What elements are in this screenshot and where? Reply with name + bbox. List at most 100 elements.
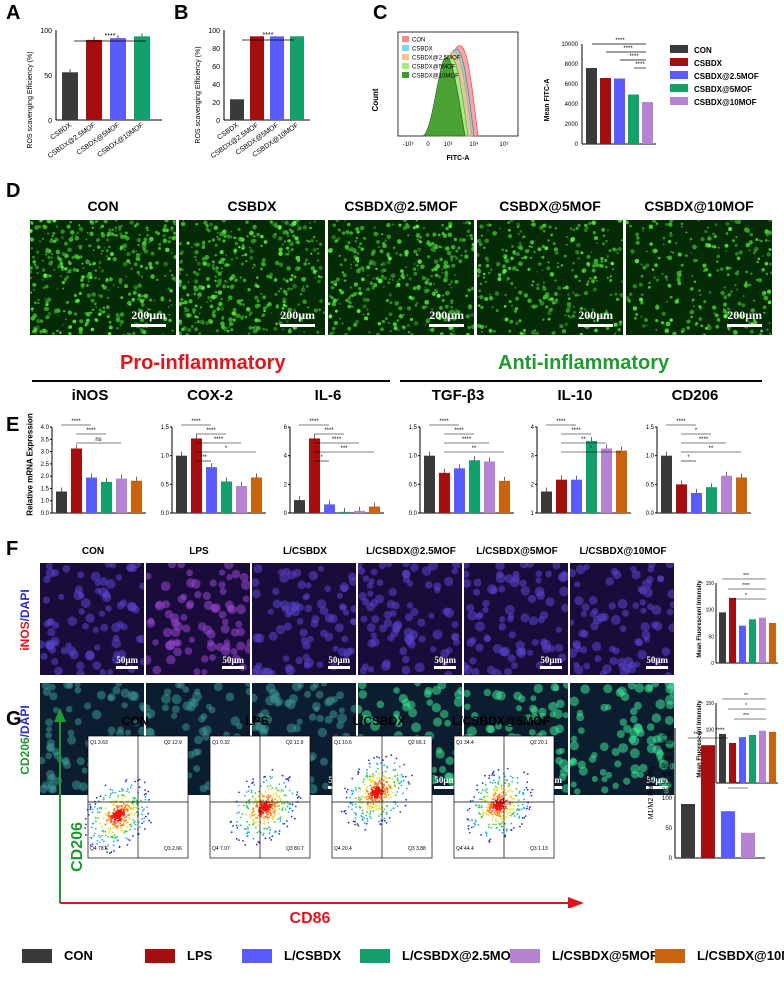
panel-d-title: CON (87, 198, 119, 214)
svg-text:6000: 6000 (565, 82, 579, 88)
panel-f-micrograph: 50μm (146, 563, 250, 675)
panel-g-quadrant: Q2 20.1 (530, 740, 548, 746)
svg-text:2: 2 (531, 482, 535, 488)
panel-f-bar (719, 733, 726, 783)
panel-a-sig: **** (105, 33, 116, 40)
scale-bar: 50μm (646, 655, 668, 669)
panel-e-sig: **** (324, 428, 334, 434)
svg-text:****: **** (629, 54, 639, 60)
svg-text:Mean FITC-A: Mean FITC-A (544, 79, 551, 122)
panel-d-micrograph: 200μm (328, 220, 474, 335)
svg-text:3.0: 3.0 (41, 450, 50, 456)
svg-text:0.5: 0.5 (646, 482, 655, 488)
panel-f-micrograph: 50μm (358, 563, 462, 675)
svg-text:0: 0 (711, 661, 714, 667)
panel-e-bar (206, 467, 217, 513)
panel-e-sig: **** (676, 419, 686, 425)
panel-d-title: CSBDX@5MOF (499, 198, 601, 214)
panel-a-ylabel: ROS scavenging Efficiency (%) (27, 51, 34, 148)
svg-text:CSBDX@2.5MOF: CSBDX@2.5MOF (412, 56, 461, 62)
panel-label-c: C (373, 2, 388, 24)
panel-e-chart: 0.00.51.01.5**************** (161, 419, 266, 517)
panel-c-bar-rect (628, 94, 639, 144)
panel-e-sig: *** (200, 455, 208, 461)
anti-inflammatory-title: Anti-inflammatory (498, 352, 670, 374)
panel-e-sig: ** (581, 437, 586, 443)
panel-e-sig: * (225, 446, 228, 452)
panel-label-g: G (6, 708, 22, 730)
panel-f-bar-chart: Mean Fluorescent Intensity050100150*****… (697, 693, 778, 787)
scale-bar: 50μm (328, 655, 350, 669)
panel-e-title: iNOS (71, 387, 109, 404)
panel-d-micrograph: 200μm (179, 220, 325, 335)
panel-e-bar (439, 472, 450, 513)
scale-bar: 50μm (434, 775, 456, 789)
panel-g-ratio-bar (721, 811, 735, 858)
panel-label-b: B (174, 2, 189, 24)
scale-bar: 200μm (727, 308, 762, 327)
panel-a-bar (110, 38, 126, 120)
panel-e-sig: **** (71, 419, 81, 425)
svg-text:Mean Fluorescent Intensity: Mean Fluorescent Intensity (697, 700, 703, 778)
panel-e-title: COX-2 (187, 387, 233, 404)
panel-d-micrograph: 200μm (626, 220, 772, 335)
scale-bar: 200μm (280, 308, 315, 327)
panel-f-title: L/CSBDX@10MOF (579, 546, 667, 557)
panel-e-bar (101, 481, 112, 513)
svg-text:0.0: 0.0 (646, 511, 655, 517)
panel-c-histogram: Count CON CSBDX CSBDX@2.5MOF CSBDX@5MOF … (371, 31, 519, 162)
panel-g-sig: ** (736, 782, 741, 788)
panel-e-sig: **** (556, 419, 566, 425)
svg-text:CSBDX@5MOF: CSBDX@5MOF (412, 65, 456, 71)
panel-e-sig: *** (340, 446, 348, 452)
legend-item: LPS (145, 948, 212, 963)
panel-e-bar (191, 438, 202, 513)
panel-e-bar (586, 440, 597, 513)
panel-e-sig: ns (95, 437, 101, 443)
panel-c-bar-rect (614, 78, 625, 144)
panel-f-bar (729, 597, 736, 663)
panel-b-bar (230, 99, 244, 120)
panel-b-bar (250, 36, 264, 120)
svg-text:20: 20 (212, 100, 220, 107)
panel-e-bar (706, 487, 717, 513)
panel-f-bar (739, 737, 746, 783)
panel-e-bar (339, 511, 350, 513)
panel-e-sig: **** (214, 437, 224, 443)
panel-g-sig: **** (715, 728, 725, 734)
panel-f-title: LPS (189, 546, 209, 557)
legend-swatch (145, 948, 175, 963)
legend-swatch (22, 948, 52, 963)
svg-text:50: 50 (708, 634, 714, 640)
svg-text:4.0: 4.0 (41, 425, 50, 431)
svg-text:0: 0 (284, 511, 288, 517)
svg-text:8000: 8000 (565, 62, 579, 68)
panel-f-micrograph: 50μm (570, 683, 674, 795)
panel-f-stain-label: iNOS/DAPI (18, 589, 32, 651)
panel-g-quadrant: Q3 3.88 (408, 846, 426, 852)
panel-f-sig: **** (742, 583, 750, 589)
panel-f-sig: * (745, 593, 747, 599)
svg-text:0: 0 (216, 118, 220, 125)
panel-g-ratio-chart: M1/M2 Ratio (%)0501002003004005006007008… (648, 728, 765, 862)
svg-text:0: 0 (426, 142, 430, 148)
legend-item: L/CSBDX@2.5MOF (360, 948, 519, 963)
scale-bar: 200μm (131, 308, 166, 327)
panel-g-quadrant: Q1 34.4 (456, 740, 474, 746)
panel-g-ratio-bar (701, 745, 715, 858)
svg-text:Mean Fluorescent Intensity: Mean Fluorescent Intensity (697, 580, 703, 658)
svg-text:10⁴: 10⁴ (469, 141, 479, 148)
svg-text:2: 2 (284, 482, 288, 488)
panel-f-title: CON (81, 546, 105, 557)
svg-text:0.5: 0.5 (409, 482, 418, 488)
panel-f-micrograph: 50μm (40, 563, 144, 675)
svg-text:100: 100 (208, 28, 220, 35)
panel-a-chart: ROS scavenging Efficiency (%) 0 50 100 *… (27, 28, 162, 160)
svg-text:150: 150 (706, 701, 715, 707)
panel-e-bar (71, 448, 82, 513)
panel-label-d: D (6, 180, 21, 202)
svg-text:1.5: 1.5 (41, 486, 50, 492)
panel-f-bar (759, 730, 766, 783)
